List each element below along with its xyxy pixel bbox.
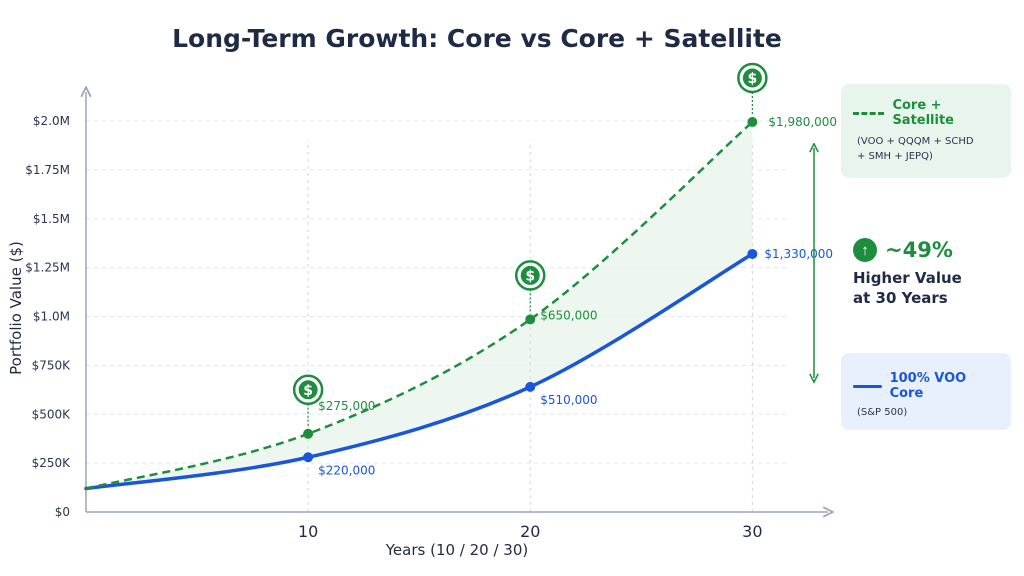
chart-title: Long-Term Growth: Core vs Core + Satelli… <box>172 24 782 53</box>
series-line-voo-core <box>84 252 755 491</box>
x-tick-label: 20 <box>520 522 540 541</box>
y-tick-labels: $0 $250K $500K $750K $1.0M $1.25M $1.5M $1.75M $… <box>25 114 71 519</box>
dollar-sign-glyph: $ <box>303 383 313 399</box>
voo-core-value-label: $1,330,000 <box>764 247 833 261</box>
arrow-up-icon: ↑ <box>853 238 877 262</box>
voo-core-value-label: $510,000 <box>540 393 597 407</box>
dollar-sign-glyph: $ <box>747 71 757 87</box>
voo-core-value-label: $220,000 <box>318 463 375 477</box>
callout-line-2: at 30 Years <box>853 289 948 307</box>
core-satellite-value-label: $275,000 <box>318 399 375 413</box>
callout-value: ~49% <box>885 238 953 262</box>
series-line-core-satellite <box>85 121 754 490</box>
y-tick-label: $1.75M <box>25 163 70 177</box>
y-tick-label: $500K <box>32 407 72 421</box>
legend-core-satellite: Core + Satellite (VOO + QQQM + SCHD + SM… <box>841 84 1011 178</box>
y-tick-label: $1.5M <box>33 212 70 226</box>
y-tick-label: $1.25M <box>25 261 70 275</box>
legend-voo-name: 100% VOO Core <box>889 371 967 401</box>
dollar-coin-icon-inner <box>520 265 540 285</box>
voo-core-point <box>525 381 536 392</box>
legend-core-satellite-name: Core + Satellite <box>892 98 955 128</box>
growth-callout: ↑ ~49% Higher Value at 30 Years <box>853 238 1013 308</box>
voo-core-point <box>303 452 314 463</box>
x-tick-label: 30 <box>742 522 762 541</box>
y-axis-label: Portfolio Value ($) <box>7 241 25 375</box>
dollar-coin-icon-inner <box>742 68 762 88</box>
core-satellite-point <box>525 314 536 325</box>
y-tick-label: $750K <box>32 358 72 372</box>
y-tick-label: $1.0M <box>33 310 70 324</box>
legend-voo-sub: (S&P 500) <box>857 407 908 418</box>
callout-line-1: Higher Value <box>853 269 962 287</box>
x-tick-label: 10 <box>298 522 318 541</box>
legend-voo-core: 100% VOO Core (S&P 500) <box>841 353 1011 430</box>
dollar-sign-glyph: $ <box>525 268 535 284</box>
core-satellite-point <box>747 116 758 127</box>
core-satellite-value-label: $650,000 <box>540 308 597 322</box>
gap-area-fill <box>86 121 753 489</box>
legend-core-satellite-sub-1: (VOO + QQQM + SCHD <box>857 136 974 147</box>
guide-lines <box>307 140 753 512</box>
x-axis-label: Years (10 / 20 / 30) <box>385 541 529 559</box>
voo-core-point <box>747 248 758 259</box>
core-satellite-point <box>303 428 314 439</box>
x-tick-labels: 10 20 30 <box>298 522 763 541</box>
dollar-coin-icon-inner <box>298 380 318 400</box>
dashed-line-swatch-icon <box>853 111 885 115</box>
y-tick-label: $250K <box>32 456 72 470</box>
y-tick-label: $2.0M <box>33 114 70 128</box>
core-satellite-value-label: $1,980,000 <box>768 115 837 129</box>
solid-line-swatch-icon <box>853 384 882 388</box>
legend-core-satellite-sub-2: + SMH + JEPQ) <box>857 151 933 162</box>
marker-icons: $ $ $ <box>292 62 768 427</box>
y-tick-label: $0 <box>55 505 70 519</box>
series-layer <box>84 116 758 491</box>
